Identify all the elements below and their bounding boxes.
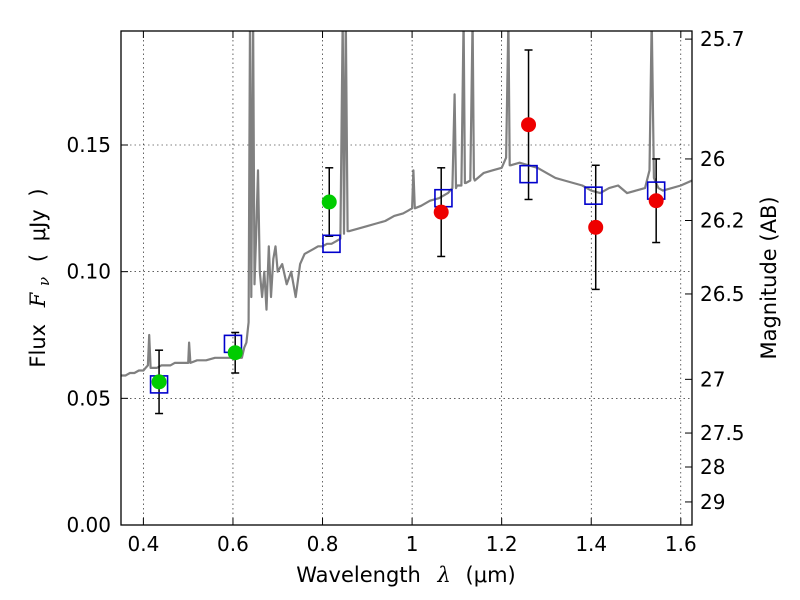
error-bars: [155, 49, 661, 415]
y-tick-label: 0.15: [66, 133, 111, 157]
y-axis-label-prefix: Flux: [26, 324, 50, 368]
y2-tick-label: 25.7: [700, 27, 745, 51]
limit-point: [588, 219, 604, 235]
y-tick-label: 0.10: [66, 260, 111, 284]
y-tick-label: 0.05: [66, 386, 111, 410]
y-axis-label-symbol: F: [26, 291, 50, 308]
data-markers: [149, 117, 666, 394]
spectrum-line: [121, 31, 692, 377]
x-tick-label: 1: [406, 532, 419, 556]
x-tick-label: 0.8: [307, 532, 339, 556]
limit-point: [521, 117, 537, 133]
x-tick-label: 0.6: [217, 532, 249, 556]
detection-point: [227, 345, 243, 361]
plot-area: [121, 31, 692, 377]
y2-tick-label: 27.5: [700, 421, 745, 445]
model-photometry-square: [519, 164, 538, 184]
y-tick-label: 0.00: [66, 513, 111, 537]
x-axis-label: Wavelength λ (μm): [296, 563, 515, 587]
x-axis-label-prefix: Wavelength: [296, 563, 421, 587]
y-axis-label-subscript: ν: [35, 277, 53, 286]
x-axis-label-unit: (μm): [466, 563, 516, 587]
grid-lines: [121, 31, 692, 526]
model-photometry-square: [322, 234, 341, 254]
y2-tick-label: 26: [700, 147, 725, 171]
limit-point: [433, 204, 449, 220]
y-axis-label-unit: μJy: [26, 209, 50, 241]
y2-tick-label: 28: [700, 455, 725, 479]
y2-tick-label: 27: [700, 367, 725, 391]
y2-tick-label: 26.2: [700, 208, 745, 232]
detection-point: [151, 374, 167, 390]
plot-frame: [120, 30, 693, 526]
x-tick-label: 1.6: [665, 532, 697, 556]
x-tick-label: 1.2: [486, 532, 518, 556]
detection-point: [321, 194, 337, 210]
y2-tick-label: 26.5: [700, 282, 745, 306]
axis-ticks: 0.4 0.6 0.8 1 1.2 1.4 1.6 0.00 0.05 0.10 0.15 25.7 2…: [66, 27, 744, 556]
limit-point: [648, 193, 664, 209]
y2-tick-label: 29: [700, 490, 725, 514]
model-photometry-square: [584, 186, 603, 205]
y-axis-label-close-paren: ): [26, 188, 50, 196]
y-axis-label-open-paren: (: [26, 254, 50, 262]
x-tick-label: 1.4: [575, 532, 607, 556]
x-axis-label-symbol: λ: [437, 563, 451, 587]
x-tick-label: 0.4: [127, 532, 159, 556]
y2-axis-label: Magnitude (AB): [757, 196, 781, 359]
y-axis-label: Flux F ν ( μJy ): [26, 188, 54, 367]
